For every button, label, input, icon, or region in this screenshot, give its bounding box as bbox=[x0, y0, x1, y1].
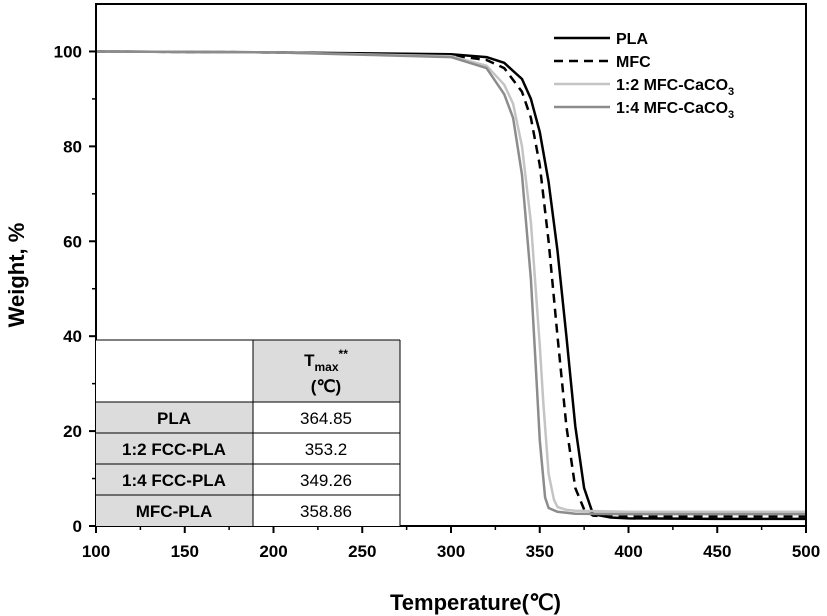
x-tick-label: 500 bbox=[792, 542, 820, 561]
y-tick-label: 20 bbox=[63, 422, 82, 441]
table-row-label: 1:2 FCC-PLA bbox=[122, 440, 226, 459]
y-tick-label: 80 bbox=[63, 137, 82, 156]
tick-labels: 100 150 200 250 300 350 400 450 500 0 20 40 60 80 100 bbox=[54, 42, 821, 561]
x-tick-label: 300 bbox=[437, 542, 465, 561]
table-row-value: 364.85 bbox=[300, 409, 352, 428]
x-tick-label: 250 bbox=[348, 542, 376, 561]
y-tick-label: 0 bbox=[73, 517, 82, 536]
series-line-1 bbox=[95, 50, 806, 521]
data-curves bbox=[95, 50, 806, 521]
table-row-label: MFC-PLA bbox=[136, 502, 212, 521]
x-tick-label: 350 bbox=[526, 542, 554, 561]
legend-label-1: PLA bbox=[616, 31, 648, 48]
x-tick-label: 100 bbox=[82, 542, 110, 561]
series-line-3 bbox=[95, 50, 806, 514]
y-axis-title: Weight, % bbox=[4, 223, 29, 328]
y-tick-label: 60 bbox=[63, 232, 82, 251]
table-row-value: 349.26 bbox=[300, 471, 352, 490]
table-header-title: Tmax** bbox=[304, 347, 348, 374]
series-line-4 bbox=[95, 50, 806, 516]
x-tick-label: 450 bbox=[703, 542, 731, 561]
table-header-unit: (℃) bbox=[311, 377, 341, 396]
y-tick-label: 40 bbox=[63, 327, 82, 346]
table-row-value: 353.2 bbox=[305, 440, 348, 459]
x-tick-label: 200 bbox=[259, 542, 287, 561]
legend-label-2: MFC bbox=[616, 54, 651, 71]
table-row-label: PLA bbox=[157, 409, 191, 428]
axis-ticks bbox=[89, 50, 807, 533]
y-tick-label: 100 bbox=[54, 42, 82, 61]
table-row-label: 1:4 FCC-PLA bbox=[122, 471, 226, 490]
legend-label-4: 1:4 MFC-CaCO3 bbox=[616, 100, 734, 121]
table-grid bbox=[96, 339, 401, 526]
table-header-cell bbox=[253, 340, 400, 402]
table-rows: PLA 364.85 1:2 FCC-PLA 353.2 1:4 FCC-PLA 349.… bbox=[122, 409, 352, 521]
x-tick-label: 150 bbox=[171, 542, 199, 561]
table-row-value: 358.86 bbox=[300, 502, 352, 521]
legend-label-3: 1:2 MFC-CaCO3 bbox=[616, 77, 734, 98]
x-tick-label: 400 bbox=[614, 542, 642, 561]
tmax-table: Tmax** (℃) PLA 364.85 1:2 FCC-PLA 353.2 1:4 … bbox=[96, 339, 401, 526]
x-axis-title: Temperature(℃) bbox=[390, 590, 561, 615]
